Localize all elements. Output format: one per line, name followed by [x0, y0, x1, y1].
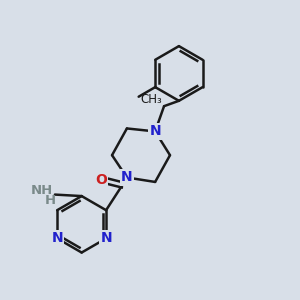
Text: N: N — [121, 170, 133, 184]
Text: H: H — [44, 194, 56, 207]
Text: NH: NH — [30, 184, 52, 196]
Text: CH₃: CH₃ — [140, 93, 162, 106]
Text: N: N — [51, 231, 63, 245]
Text: N: N — [149, 124, 161, 138]
Text: N: N — [100, 231, 112, 245]
Text: O: O — [95, 172, 107, 187]
